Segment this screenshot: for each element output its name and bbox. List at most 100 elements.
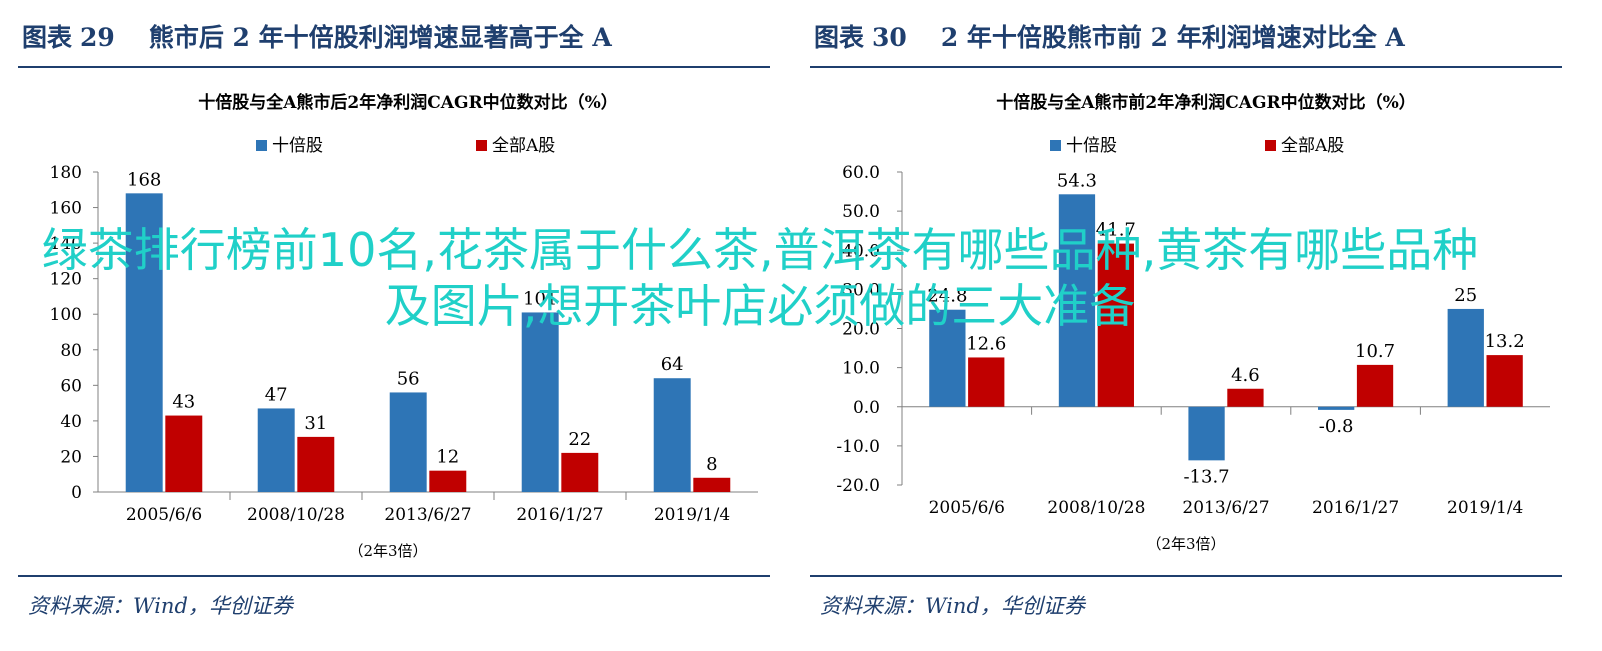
- y-tick-label: 0.0: [853, 398, 880, 418]
- left-figure-panel: 图表 29 熊市后 2 年十倍股利润增速显著高于全 A 十倍股与全A熊市后2年净利润…: [18, 0, 788, 651]
- x-axis-label: （2年3倍）: [1146, 535, 1225, 553]
- figure-caption: 熊市后 2 年十倍股利润增速显著高于全 A: [148, 23, 612, 52]
- bar-ten-bagger: [389, 392, 427, 492]
- x-tick-label: 2013/6/27: [1182, 498, 1269, 518]
- data-label: 101: [523, 288, 557, 309]
- y-tick-label: 120: [50, 270, 82, 290]
- figure-caption: 2 年十倍股熊市前 2 年利润增速对比全 A: [940, 23, 1405, 52]
- title-divider: [810, 66, 1562, 68]
- legend-swatch: [476, 140, 487, 151]
- data-label: 47: [265, 384, 288, 405]
- data-label: 168: [127, 169, 161, 190]
- y-tick-label: 100: [50, 305, 82, 325]
- bar-ten-bagger: [1447, 308, 1484, 407]
- legend-swatch: [1265, 140, 1276, 151]
- y-tick-label: -20.0: [836, 476, 880, 496]
- bar-ten-bagger: [257, 408, 295, 492]
- data-label: 12.6: [966, 333, 1006, 354]
- y-tick-label: 40: [60, 412, 82, 432]
- x-tick-label: 2013/6/27: [384, 505, 471, 525]
- data-label: 10.7: [1355, 341, 1395, 362]
- data-label: 56: [397, 368, 420, 389]
- legend-label: 全部A股: [1281, 136, 1344, 156]
- x-tick-label: 2019/1/4: [1447, 498, 1523, 518]
- bar-ten-bagger: [521, 312, 559, 492]
- x-tick-label: 2016/1/27: [516, 505, 603, 525]
- bar-all-a: [561, 452, 599, 492]
- figure-title: 图表 30 2 年十倍股熊市前 2 年利润增速对比全 A: [814, 18, 1405, 54]
- y-tick-label: 180: [50, 163, 82, 183]
- bar-ten-bagger: [125, 193, 163, 492]
- overlay-headline: 绿茶排行榜前10名,花茶属于什么茶,普洱茶有哪些品种,黄茶有哪些品种及图片,想开…: [41, 223, 1479, 333]
- title-divider: [18, 66, 770, 68]
- data-label: 22: [568, 429, 591, 450]
- bar-ten-bagger: [1058, 194, 1096, 407]
- y-tick-label: 60: [60, 376, 82, 396]
- legend-swatch: [256, 140, 267, 151]
- figure-label: 图表: [22, 23, 73, 52]
- bar-ten-bagger: [929, 309, 966, 407]
- x-tick-label: 2008/10/28: [247, 505, 345, 525]
- legend-label: 十倍股: [272, 136, 323, 156]
- y-tick-label: 50.0: [842, 202, 880, 222]
- y-tick-label: -10.0: [836, 437, 880, 457]
- legend-swatch: [1050, 140, 1061, 151]
- bar-all-a: [1356, 364, 1394, 407]
- bar-all-a: [968, 357, 1005, 407]
- figure-number: 30: [872, 23, 907, 52]
- right-figure-panel: 图表 30 2 年十倍股熊市前 2 年利润增速对比全 A 十倍股与全A熊市前2年净利…: [810, 0, 1580, 651]
- data-label: 24.8: [927, 286, 967, 307]
- bar-all-a: [693, 477, 731, 492]
- legend-label: 全部A股: [492, 136, 555, 156]
- figure-label: 图表: [814, 23, 865, 52]
- x-tick-label: 2008/10/28: [1047, 498, 1145, 518]
- y-tick-label: 160: [50, 199, 82, 219]
- data-label: 31: [304, 413, 327, 434]
- bar-all-a: [429, 470, 467, 492]
- x-axis-label: （2年3倍）: [348, 542, 427, 560]
- x-tick-label: 2016/1/27: [1312, 498, 1399, 518]
- y-tick-label: 140: [50, 234, 82, 254]
- bar-all-a: [1097, 243, 1134, 407]
- x-tick-label: 2005/6/6: [929, 498, 1005, 518]
- bar-chart-after-bear: 十倍股与全A熊市后2年净利润CAGR中位数对比（%） 十倍股 全部A股 0 20 40 60…: [50, 92, 758, 560]
- y-tick-label: 80: [60, 341, 82, 361]
- data-label: 4.6: [1231, 365, 1260, 386]
- y-tick-label: 20.0: [842, 320, 880, 340]
- y-tick-label: 30.0: [842, 280, 880, 300]
- data-label: 43: [172, 392, 195, 413]
- legend-label: 十倍股: [1066, 136, 1117, 156]
- bar-all-a: [1486, 355, 1523, 407]
- chart-title: 十倍股与全A熊市前2年净利润CAGR中位数对比（%）: [996, 92, 1416, 113]
- bar-all-a: [165, 415, 203, 492]
- bar-chart-before-bear: 十倍股与全A熊市前2年净利润CAGR中位数对比（%） 十倍股 全部A股 -20.0 -1…: [836, 92, 1550, 553]
- chart-title: 十倍股与全A熊市后2年净利润CAGR中位数对比（%）: [198, 92, 618, 113]
- bar-all-a: [1227, 388, 1264, 407]
- bar-all-a: [297, 436, 335, 492]
- source-note: 资料来源：Wind，华创证券: [28, 594, 293, 618]
- x-tick-label: 2019/1/4: [654, 505, 730, 525]
- data-label: 25: [1454, 285, 1477, 306]
- data-label: 54.3: [1057, 170, 1097, 191]
- data-label: 64: [661, 354, 684, 375]
- bar-ten-bagger: [653, 378, 691, 492]
- y-tick-label: 10.0: [842, 359, 880, 379]
- source-divider: [810, 575, 1562, 577]
- y-tick-label: 20: [60, 447, 82, 467]
- bar-ten-bagger: [1188, 406, 1225, 461]
- source-divider: [18, 575, 770, 577]
- data-label: 13.2: [1485, 331, 1525, 352]
- bar-ten-bagger: [1318, 406, 1355, 410]
- x-tick-label: 2005/6/6: [126, 505, 202, 525]
- data-label: 8: [706, 454, 717, 475]
- figure-title: 图表 29 熊市后 2 年十倍股利润增速显著高于全 A: [22, 18, 612, 54]
- y-tick-label: 40.0: [842, 241, 880, 261]
- source-note: 资料来源：Wind，华创证券: [820, 594, 1085, 618]
- data-label: 41.7: [1096, 220, 1136, 241]
- y-tick-label: 0: [71, 483, 82, 503]
- data-label: -13.7: [1183, 466, 1229, 487]
- data-label: -0.8: [1319, 416, 1354, 437]
- data-label: 12: [436, 447, 459, 468]
- y-tick-label: 60.0: [842, 163, 880, 183]
- figure-number: 29: [80, 23, 115, 52]
